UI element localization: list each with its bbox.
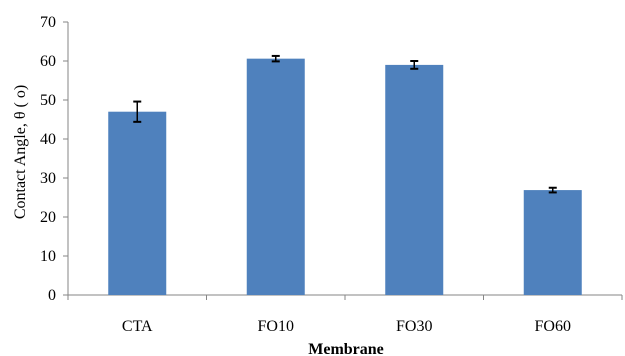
y-tick-label: 20 (40, 209, 56, 226)
y-tick-label: 10 (40, 248, 56, 265)
y-tick-label: 60 (40, 53, 56, 70)
y-tick-label: 70 (40, 14, 56, 31)
y-tick-label: 40 (40, 131, 56, 148)
y-tick-label: 50 (40, 92, 56, 109)
y-axis: 0 10 20 30 40 50 60 70 (40, 14, 69, 304)
bars (108, 58, 582, 296)
bar-fo10 (246, 58, 305, 295)
x-axis-title: Membrane (308, 341, 384, 356)
x-axis: CTA FO10 FO30 FO60 (67, 294, 623, 335)
y-tick-label: 0 (48, 287, 56, 304)
x-tick-label: CTA (122, 318, 153, 335)
y-tick-label: 30 (40, 170, 56, 187)
x-tick-label: FO60 (535, 318, 571, 335)
x-tick-label: FO10 (258, 318, 294, 335)
y-axis-title: Contact Angle, θ ( o) (12, 85, 29, 219)
error-bars (133, 54, 557, 194)
bar-cta (108, 111, 167, 295)
x-tick-label: FO30 (396, 318, 432, 335)
bar-fo30 (385, 64, 444, 296)
bar-fo60 (523, 190, 582, 295)
